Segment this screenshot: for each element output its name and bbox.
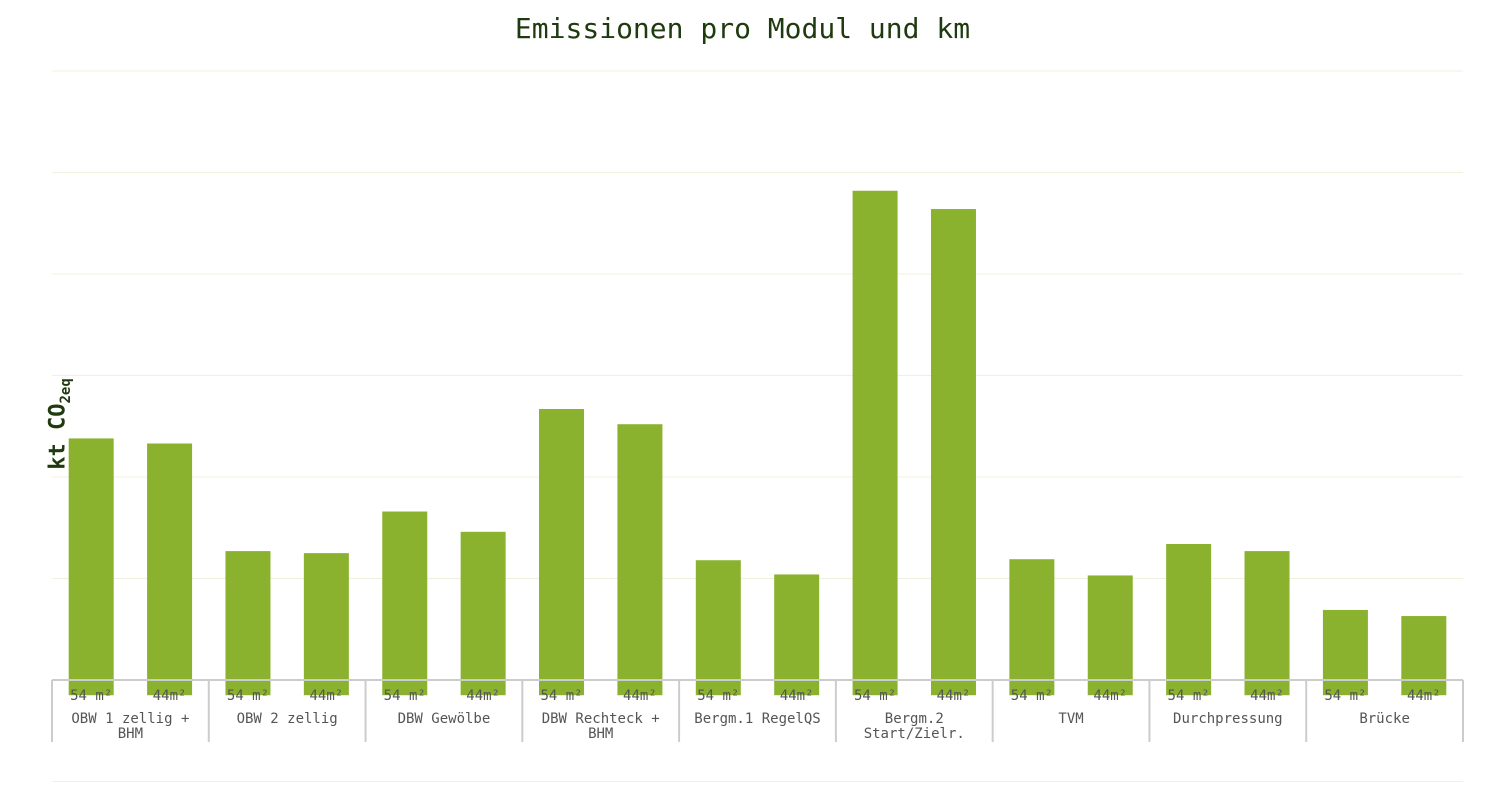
- x-tick-label: 44m²: [1250, 688, 1284, 704]
- bar: [930, 209, 976, 696]
- category-label: DBW Gewölbe: [398, 711, 491, 727]
- bar: [147, 443, 193, 696]
- bar: [774, 574, 820, 696]
- bar: [1244, 551, 1290, 696]
- x-tick-label: 44m²: [780, 688, 814, 704]
- x-tick-label: 54 m²: [540, 688, 582, 704]
- x-tick-label: 44m²: [310, 688, 344, 704]
- bar: [1009, 559, 1055, 696]
- category-label: Durchpressung: [1173, 711, 1283, 727]
- bar: [382, 511, 428, 696]
- bar: [695, 560, 741, 696]
- x-tick-label: 44m²: [1093, 688, 1127, 704]
- bar: [1087, 575, 1133, 696]
- x-tick-label: 44m²: [937, 688, 971, 704]
- category-label: BHM: [118, 726, 143, 742]
- x-tick-label: 54 m²: [384, 688, 426, 704]
- bar: [852, 190, 898, 696]
- x-tick-label: 44m²: [466, 688, 500, 704]
- bar: [1166, 543, 1212, 696]
- category-label: DBW Rechteck +: [542, 711, 660, 727]
- bar: [225, 551, 271, 696]
- bar: [1322, 609, 1368, 696]
- bar: [1401, 616, 1447, 696]
- x-tick-label: 54 m²: [697, 688, 739, 704]
- bars: [68, 190, 1447, 696]
- bar: [539, 408, 585, 696]
- chart-title: Emissionen pro Modul und km: [514, 12, 971, 45]
- gridlines: [52, 70, 1463, 782]
- x-tick-label: 54 m²: [1168, 688, 1210, 704]
- x-axis: [51, 679, 1464, 742]
- x-tick-label: 54 m²: [1011, 688, 1053, 704]
- category-label: BHM: [588, 726, 613, 742]
- x-tick-label: 54 m²: [1324, 688, 1366, 704]
- category-label: Bergm.1 RegelQS: [694, 711, 820, 727]
- x-tick-label: 54 m²: [70, 688, 112, 704]
- bar: [68, 438, 114, 696]
- category-label: Bergm.2: [885, 711, 944, 727]
- category-label: OBW 2 zellig: [237, 711, 338, 727]
- bar: [303, 553, 349, 696]
- category-label: OBW 1 zellig +: [71, 711, 189, 727]
- bar: [617, 424, 663, 696]
- x-tick-label: 54 m²: [854, 688, 896, 704]
- category-label: Start/Zielr.: [864, 726, 965, 742]
- category-label: Brücke: [1359, 711, 1410, 727]
- category-label: TVM: [1058, 711, 1083, 727]
- x-tick-label: 44m²: [153, 688, 187, 704]
- x-tick-label: 54 m²: [227, 688, 269, 704]
- x-tick-label: 44m²: [1407, 688, 1441, 704]
- bar: [460, 531, 506, 696]
- x-tick-label: 44m²: [623, 688, 657, 704]
